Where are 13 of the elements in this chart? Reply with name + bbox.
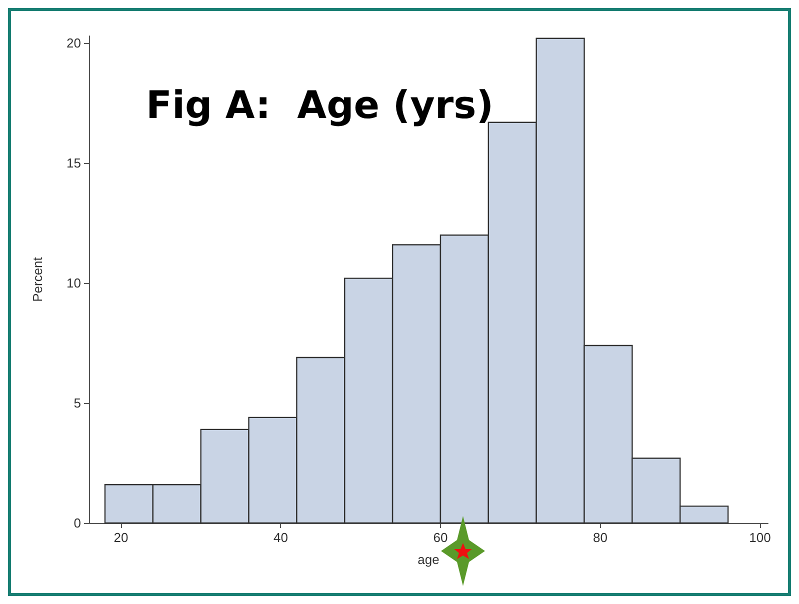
y-axis-title: Percent: [30, 256, 45, 302]
x-tick-label: 60: [433, 530, 448, 545]
y-tick-label: 15: [66, 156, 81, 171]
y-tick-label: 5: [74, 396, 81, 411]
x-tick-label: 20: [114, 530, 128, 545]
x-axis-title: age: [418, 552, 440, 567]
y-tick-label: 10: [66, 276, 81, 291]
y-tick-label: 0: [74, 516, 81, 530]
x-tick-label: 100: [749, 530, 771, 545]
x-tick-label: 80: [593, 530, 608, 545]
y-tick-label: 20: [66, 36, 81, 51]
x-tick-label: 40: [273, 530, 288, 545]
text: Fig A: Age (yrs): [146, 83, 494, 127]
